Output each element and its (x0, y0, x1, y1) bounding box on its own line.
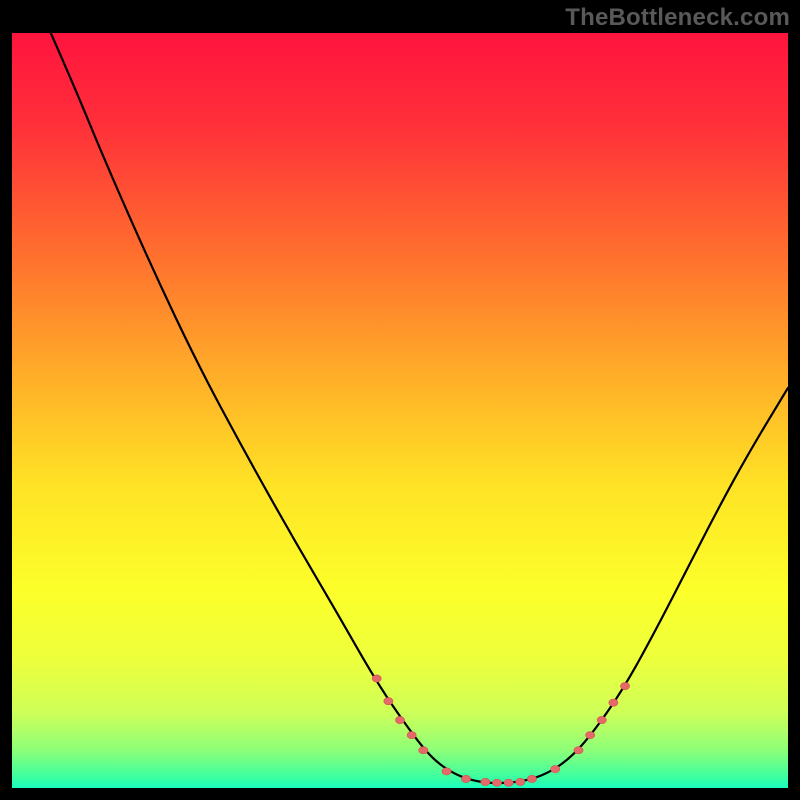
marker-dot (516, 778, 525, 785)
marker-dot (504, 779, 513, 786)
marker-dot (419, 747, 428, 754)
marker-dot (384, 698, 393, 705)
marker-dot (481, 778, 490, 785)
gradient-background (12, 33, 788, 788)
plot-area (12, 33, 788, 788)
marker-dot (372, 675, 381, 682)
marker-dot (492, 779, 501, 786)
marker-dot (574, 747, 583, 754)
marker-dot (551, 766, 560, 773)
marker-dot (609, 699, 618, 706)
marker-dot (527, 775, 536, 782)
marker-dot (461, 775, 470, 782)
marker-dot (620, 682, 629, 689)
marker-dot (442, 768, 451, 775)
chart-frame: TheBottleneck.com (0, 0, 800, 800)
marker-dot (395, 716, 404, 723)
marker-dot (407, 732, 416, 739)
marker-dot (586, 732, 595, 739)
marker-dot (597, 716, 606, 723)
chart-svg (12, 33, 788, 788)
watermark-text: TheBottleneck.com (565, 4, 790, 32)
